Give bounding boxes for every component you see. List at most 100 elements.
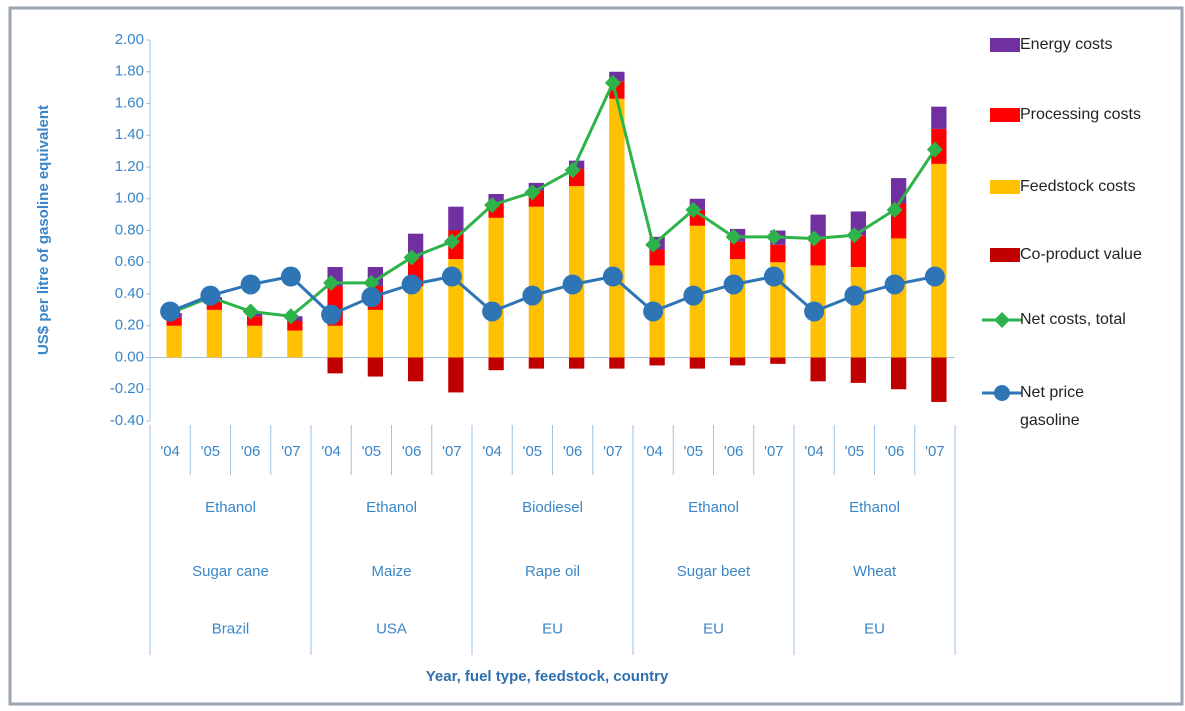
bar <box>850 357 867 383</box>
x-tick-label: '05 <box>523 443 543 460</box>
y-tick-label: 0.60 <box>115 253 144 270</box>
x-tick-label: '04 <box>321 443 341 460</box>
marker <box>602 266 623 287</box>
group-label: EU <box>542 620 563 637</box>
marker <box>765 228 782 245</box>
marker <box>643 301 664 322</box>
x-tick-label: '07 <box>764 443 784 460</box>
marker <box>994 312 1010 328</box>
bar <box>609 71 625 82</box>
marker <box>685 201 702 218</box>
y-tick-label: 1.40 <box>115 126 144 143</box>
marker <box>683 285 704 306</box>
x-tick-label: '05 <box>362 443 382 460</box>
bar <box>890 238 907 358</box>
marker <box>282 308 299 325</box>
bar <box>931 106 947 129</box>
marker <box>804 301 825 322</box>
y-tick-label: 0.80 <box>115 221 144 238</box>
marker <box>361 287 382 308</box>
bar <box>206 309 223 358</box>
x-tick-label: '05 <box>684 443 704 460</box>
marker <box>321 304 342 325</box>
legend-label: Processing costs <box>1020 106 1141 123</box>
bar <box>367 357 384 377</box>
x-tick-label: '06 <box>402 443 422 460</box>
group-label: Biodiesel <box>522 499 583 516</box>
y-tick-label: 0.00 <box>115 348 144 365</box>
bar <box>528 357 545 369</box>
bar <box>729 241 746 260</box>
bar <box>770 244 786 263</box>
y-tick-label: 1.00 <box>115 190 144 207</box>
x-tick-label: '05 <box>845 443 865 460</box>
marker <box>200 285 221 306</box>
bar <box>770 357 786 364</box>
marker <box>401 274 422 295</box>
marker <box>994 385 1010 401</box>
x-tick-label: '06 <box>724 443 744 460</box>
frame <box>8 6 1184 706</box>
group-label: Brazil <box>212 620 250 637</box>
bar <box>890 357 907 390</box>
bar <box>488 193 504 202</box>
marker <box>443 233 460 250</box>
y-tick-label: -0.40 <box>110 412 144 429</box>
bar <box>850 235 867 268</box>
bar <box>729 357 746 366</box>
bar <box>729 259 746 358</box>
marker <box>725 228 742 245</box>
bar <box>407 357 424 382</box>
marker <box>522 285 543 306</box>
x-tick-label: '07 <box>442 443 462 460</box>
marker <box>562 274 583 295</box>
x-tick-label: '04 <box>643 443 663 460</box>
bar <box>931 357 947 402</box>
group-label: Ethanol <box>205 499 256 516</box>
x-tick-label: '06 <box>241 443 261 460</box>
bar <box>246 325 263 358</box>
y-tick-label: 2.00 <box>115 31 144 48</box>
marker <box>242 303 259 320</box>
marker <box>160 301 181 322</box>
bar <box>287 320 303 331</box>
legend-swatch <box>990 248 1020 262</box>
marker <box>482 301 503 322</box>
x-tick-label: '07 <box>925 443 945 460</box>
x-axis-title: Year, fuel type, feedstock, country <box>426 668 669 685</box>
bar <box>327 357 343 374</box>
marker <box>806 230 823 247</box>
bar <box>327 325 343 358</box>
bar <box>689 357 706 369</box>
marker <box>604 74 621 91</box>
bar <box>166 317 182 326</box>
bar <box>448 206 464 231</box>
bar <box>166 325 182 358</box>
marker <box>763 266 784 287</box>
group-label: Rape oil <box>525 563 580 580</box>
group-label: Ethanol <box>688 499 739 516</box>
legend-label: Net costs, total <box>1020 311 1126 328</box>
marker <box>441 266 462 287</box>
bar <box>850 267 867 358</box>
bar <box>488 357 504 371</box>
marker <box>723 274 744 295</box>
y-tick-label: 0.20 <box>115 317 144 334</box>
group-label: Sugar cane <box>192 563 269 580</box>
marker <box>884 274 905 295</box>
group-label: USA <box>376 620 407 637</box>
marker <box>926 141 943 158</box>
bar <box>609 357 625 369</box>
y-tick-label: -0.20 <box>110 380 144 397</box>
marker <box>323 274 340 291</box>
y-tick-label: 1.60 <box>115 94 144 111</box>
bar <box>367 309 384 358</box>
marker <box>280 266 301 287</box>
legend-label: Feedstock costs <box>1020 178 1136 195</box>
bar <box>528 182 545 191</box>
x-tick-label: '04 <box>804 443 824 460</box>
bar <box>488 217 504 358</box>
marker <box>403 249 420 266</box>
bar <box>206 301 223 310</box>
